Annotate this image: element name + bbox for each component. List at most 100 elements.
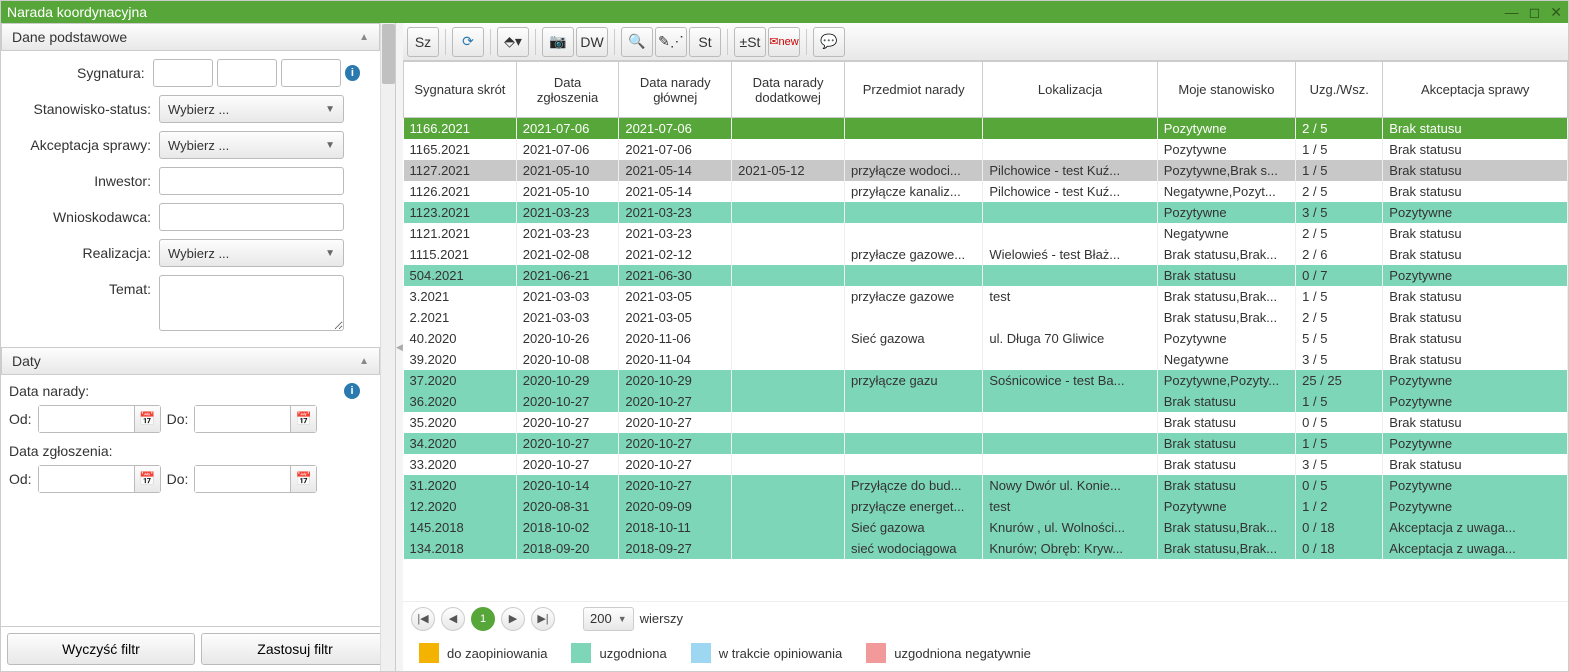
select-akceptacja-sprawy[interactable]: Wybierz ...▼	[159, 131, 344, 159]
table-row[interactable]: 145.20182018-10-022018-10-11Sieć gazowaK…	[404, 517, 1568, 538]
table-cell: 1 / 5	[1296, 139, 1383, 160]
scrollbar-thumb[interactable]	[382, 24, 395, 84]
date-zgloszenia-to-input[interactable]	[195, 466, 290, 492]
table-row[interactable]: 1127.20212021-05-102021-05-142021-05-12p…	[404, 160, 1568, 181]
table-cell: 145.2018	[404, 517, 517, 538]
table-cell: 2021-07-06	[619, 118, 732, 139]
table-cell: 1165.2021	[404, 139, 517, 160]
toolbar-button-5[interactable]: 🔍	[621, 27, 653, 57]
column-header[interactable]: Data zgłoszenia	[516, 62, 619, 118]
table-row[interactable]: 3.20212021-03-032021-03-05przyłacze gazo…	[404, 286, 1568, 307]
column-header[interactable]: Przedmiot narady	[844, 62, 982, 118]
table-cell: 2020-11-06	[619, 328, 732, 349]
toolbar-button-6[interactable]: ✎⋰	[655, 27, 687, 57]
panel-dates-header[interactable]: Daty ▲	[1, 347, 380, 375]
toolbar-button-2[interactable]: ⬘▾	[497, 27, 529, 57]
table-row[interactable]: 37.20202020-10-292020-10-29przyłącze gaz…	[404, 370, 1568, 391]
pager-next-button[interactable]: ▶	[501, 607, 525, 631]
calendar-icon[interactable]: 📅	[134, 406, 160, 432]
toolbar-button-10[interactable]: 💬	[813, 27, 845, 57]
table-row[interactable]: 34.20202020-10-272020-10-27Brak statusu1…	[404, 433, 1568, 454]
calendar-icon[interactable]: 📅	[290, 406, 316, 432]
column-header[interactable]: Uzg./Wsz.	[1296, 62, 1383, 118]
table-row[interactable]: 1126.20212021-05-102021-05-14przyłącze k…	[404, 181, 1568, 202]
pager-first-button[interactable]: |◀	[411, 607, 435, 631]
table-row[interactable]: 39.20202020-10-082020-11-04Negatywne3 / …	[404, 349, 1568, 370]
sygnatura-input-2[interactable]	[217, 59, 277, 87]
toolbar-button-7[interactable]: St	[689, 27, 721, 57]
table-cell: 2021-03-23	[619, 223, 732, 244]
textarea-temat[interactable]	[159, 275, 344, 331]
clear-filter-button[interactable]: Wyczyść filtr	[7, 633, 195, 665]
table-row[interactable]: 134.20182018-09-202018-09-27sieć wodocią…	[404, 538, 1568, 559]
sygnatura-input-3[interactable]	[281, 59, 341, 87]
date-zgloszenia-from-input[interactable]	[39, 466, 134, 492]
pager-page-current[interactable]: 1	[471, 607, 495, 631]
table-row[interactable]: 31.20202020-10-142020-10-27Przyłącze do …	[404, 475, 1568, 496]
column-header[interactable]: Moje stanowisko	[1157, 62, 1295, 118]
table-row[interactable]: 1115.20212021-02-082021-02-12przyłacze g…	[404, 244, 1568, 265]
table-row[interactable]: 33.20202020-10-272020-10-27Brak statusu3…	[404, 454, 1568, 475]
column-header[interactable]: Lokalizacja	[983, 62, 1157, 118]
toolbar-button-8[interactable]: ±St	[734, 27, 766, 57]
label-data-zgloszenia: Data zgłoszenia:	[9, 443, 113, 459]
toolbar-button-4[interactable]: DW	[576, 27, 608, 57]
splitter[interactable]: ◀	[396, 23, 403, 671]
label-do: Do:	[167, 411, 189, 427]
select-realizacja[interactable]: Wybierz ...▼	[159, 239, 344, 267]
table-row[interactable]: 12.20202020-08-312020-09-09przyłącze ene…	[404, 496, 1568, 517]
date-narady-from-input[interactable]	[39, 406, 134, 432]
table-cell	[732, 538, 845, 559]
panel-basic-header[interactable]: Dane podstawowe ▲	[1, 23, 380, 51]
column-header[interactable]: Sygnatura skrót	[404, 62, 517, 118]
table-row[interactable]: 40.20202020-10-262020-11-06Sieć gazowaul…	[404, 328, 1568, 349]
apply-filter-button[interactable]: Zastosuj filtr	[201, 633, 389, 665]
column-header[interactable]: Data narady głównej	[619, 62, 732, 118]
table-cell	[732, 181, 845, 202]
table-cell: 0 / 18	[1296, 517, 1383, 538]
table-cell	[732, 496, 845, 517]
pager-page-size-select[interactable]: 200 ▼	[583, 607, 634, 631]
column-header[interactable]: Data narady dodatkowej	[732, 62, 845, 118]
info-icon[interactable]: i	[345, 65, 360, 81]
calendar-icon[interactable]: 📅	[290, 466, 316, 492]
legend-item: do zaopiniowania	[419, 643, 547, 663]
table-cell: 1 / 5	[1296, 391, 1383, 412]
body: Dane podstawowe ▲ Sygnatura: i S	[1, 23, 1568, 671]
table-row[interactable]: 1123.20212021-03-232021-03-23Pozytywne3 …	[404, 202, 1568, 223]
table-row[interactable]: 1165.20212021-07-062021-07-06Pozytywne1 …	[404, 139, 1568, 160]
collapse-icon: ▲	[359, 32, 369, 43]
table-row[interactable]: 1166.20212021-07-062021-07-06Pozytywne2 …	[404, 118, 1568, 139]
toolbar-button-3[interactable]: 📷	[542, 27, 574, 57]
pager-last-button[interactable]: ▶|	[531, 607, 555, 631]
input-inwestor[interactable]	[159, 167, 344, 195]
table-row[interactable]: 1121.20212021-03-232021-03-23Negatywne2 …	[404, 223, 1568, 244]
maximize-button[interactable]: ◻	[1529, 4, 1541, 21]
table-cell: 0 / 18	[1296, 538, 1383, 559]
toolbar-button-1[interactable]: ⟳	[452, 27, 484, 57]
sidebar-scrollbar[interactable]	[380, 23, 395, 671]
table-cell: Brak statusu,Brak...	[1157, 517, 1295, 538]
input-wnioskodawca[interactable]	[159, 203, 344, 231]
table-row[interactable]: 504.20212021-06-212021-06-30Brak statusu…	[404, 265, 1568, 286]
label-realizacja: Realizacja:	[9, 245, 159, 261]
table-row[interactable]: 35.20202020-10-272020-10-27Brak statusu0…	[404, 412, 1568, 433]
date-narady-to-input[interactable]	[195, 406, 290, 432]
table-cell: Pilchowice - test Kuź...	[983, 181, 1157, 202]
info-icon[interactable]: i	[344, 383, 360, 399]
table-cell: 2021-07-06	[516, 139, 619, 160]
close-button[interactable]: ✕	[1550, 4, 1562, 21]
table-cell: 37.2020	[404, 370, 517, 391]
table-row[interactable]: 2.20212021-03-032021-03-05Brak statusu,B…	[404, 307, 1568, 328]
calendar-icon[interactable]: 📅	[134, 466, 160, 492]
toolbar-button-0[interactable]: Sz	[407, 27, 439, 57]
table-cell: 1166.2021	[404, 118, 517, 139]
toolbar-button-9[interactable]: ✉new	[768, 27, 800, 57]
minimize-button[interactable]: —	[1505, 4, 1519, 21]
select-stanowisko-status[interactable]: Wybierz ...▼	[159, 95, 344, 123]
column-header[interactable]: Akceptacja sprawy	[1383, 62, 1568, 118]
pager-prev-button[interactable]: ◀	[441, 607, 465, 631]
sygnatura-input-1[interactable]	[153, 59, 213, 87]
table-cell: Przyłącze do bud...	[844, 475, 982, 496]
table-row[interactable]: 36.20202020-10-272020-10-27Brak statusu1…	[404, 391, 1568, 412]
